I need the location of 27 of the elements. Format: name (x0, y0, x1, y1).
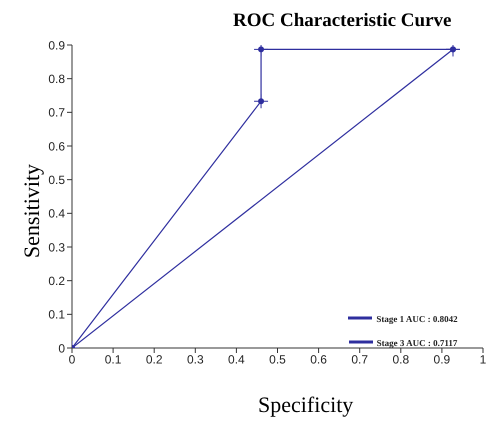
x-tick-label: 1 (480, 352, 487, 367)
y-tick-label: 0.2 (48, 274, 66, 288)
y-tick-label: 0.4 (48, 206, 66, 221)
x-tick-label: 0.9 (434, 352, 451, 367)
y-axis-title: Sensitivity (19, 162, 45, 260)
x-tick-label: 0 (68, 352, 76, 367)
y-tick-label: 0.5 (48, 172, 66, 187)
y-tick-label: 0.7 (48, 106, 66, 120)
x-tick-label: 0.2 (146, 352, 163, 367)
x-tick-label: 0.1 (104, 352, 122, 367)
y-tick-label: 0.6 (48, 139, 66, 154)
legend-label: Stage 3 AUC : 0.7117 (376, 338, 458, 348)
y-tick-label: 0.3 (48, 240, 66, 254)
x-tick-label: 0.6 (310, 352, 328, 367)
point (254, 94, 269, 109)
legend-label: Stage 1 AUC : 0.8042 (376, 314, 458, 324)
x-tick-label: 0.8 (392, 352, 410, 367)
y-tick-label: 0 (58, 341, 66, 356)
y-tick-label: 0.9 (48, 38, 66, 52)
chart-title: ROC Characteristic Curve (233, 10, 452, 32)
y-tick-label: 0.1 (48, 308, 66, 322)
x-tick-label: 0.5 (269, 352, 286, 367)
x-axis-title: Specificity (258, 392, 354, 418)
x-tick-label: 0.4 (228, 352, 246, 367)
x-tick-label: 0.3 (186, 352, 204, 367)
x-tick-label: 0.7 (351, 352, 368, 367)
y-tick-label: 0.8 (48, 72, 66, 86)
